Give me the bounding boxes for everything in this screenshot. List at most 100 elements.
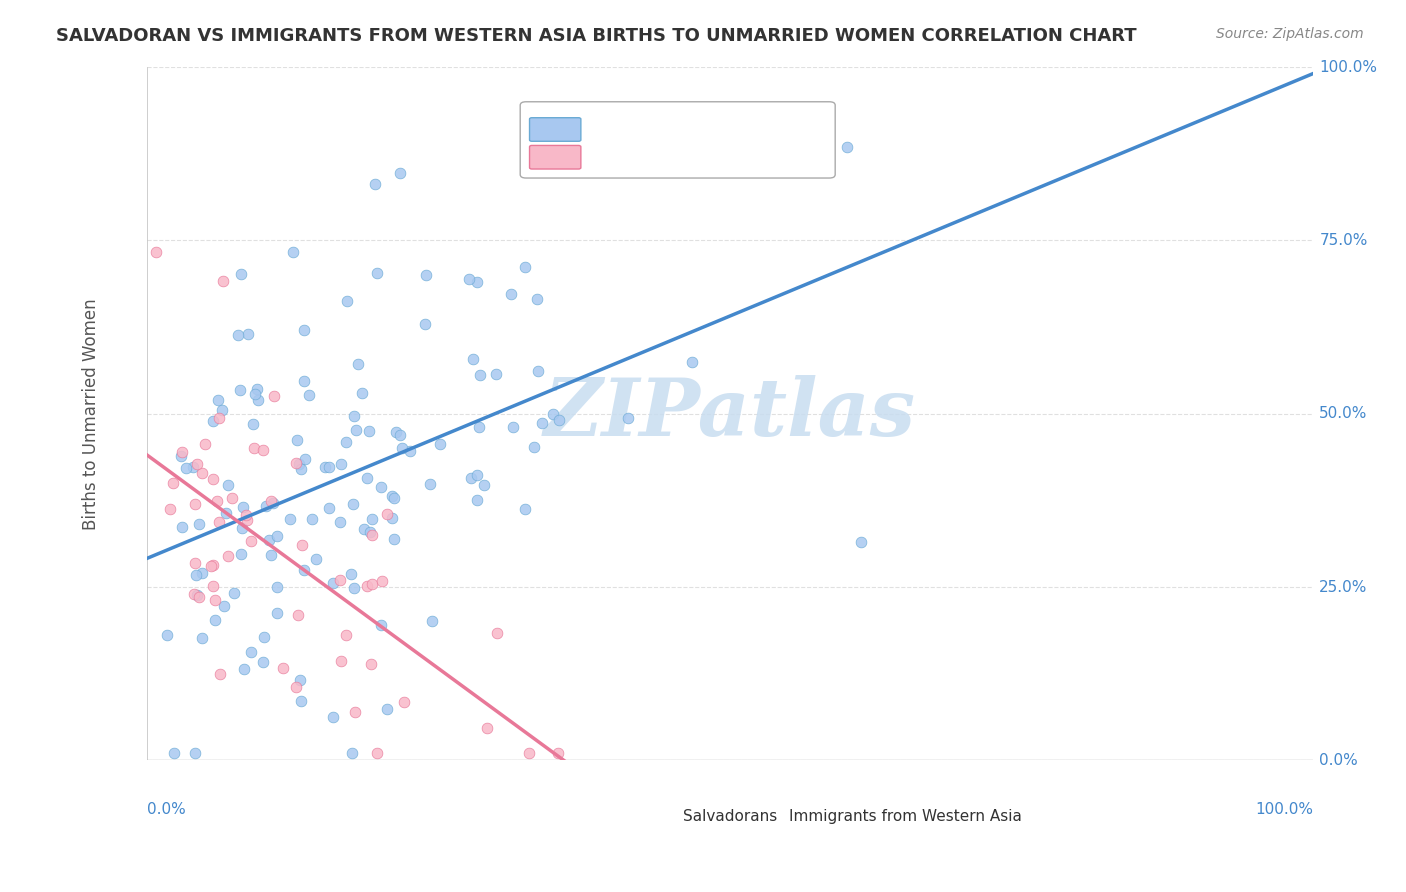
Point [364, 177, 387, 191]
Point [208, 515, 231, 529]
Point [246, 382, 269, 396]
Point [252, 442, 274, 457]
Point [314, 460, 336, 475]
Point [292, 374, 315, 388]
Point [301, 511, 323, 525]
Point [170, 449, 193, 463]
Text: 50.0%: 50.0% [1319, 406, 1368, 421]
Point [543, 407, 565, 421]
Point [360, 512, 382, 526]
Point [371, 574, 394, 588]
Point [359, 524, 381, 539]
Point [375, 702, 398, 716]
Text: SALVADORAN VS IMMIGRANTS FROM WESTERN ASIA BIRTHS TO UNMARRIED WOMEN CORRELATION: SALVADORAN VS IMMIGRANTS FROM WESTERN AS… [56, 27, 1137, 45]
Point [212, 599, 235, 613]
Point [470, 368, 492, 382]
Point [366, 266, 388, 280]
Point [191, 466, 214, 480]
Point [526, 293, 548, 307]
Point [184, 747, 207, 761]
Point [212, 274, 235, 288]
Point [370, 480, 392, 494]
Point [366, 747, 388, 761]
Point [221, 491, 243, 505]
Point [513, 260, 536, 274]
Point [485, 626, 508, 640]
Point [340, 566, 363, 581]
Point [463, 352, 485, 367]
FancyBboxPatch shape [530, 145, 581, 169]
Text: 100.0%: 100.0% [1256, 802, 1313, 817]
Point [413, 317, 436, 331]
Point [318, 460, 340, 475]
Point [260, 549, 283, 563]
Point [252, 631, 274, 645]
Point [156, 628, 179, 642]
Point [205, 493, 228, 508]
Point [263, 389, 285, 403]
Point [204, 613, 226, 627]
Point [353, 522, 375, 536]
Point [330, 457, 353, 471]
Point [350, 386, 373, 401]
Point [229, 547, 252, 561]
Point [522, 440, 544, 454]
Point [257, 533, 280, 547]
Point [384, 425, 406, 440]
Point [329, 515, 352, 529]
Point [517, 747, 540, 761]
Point [391, 442, 413, 456]
Point [191, 566, 214, 580]
Point [292, 563, 315, 577]
Point [472, 478, 495, 492]
Point [186, 588, 208, 602]
Point [356, 579, 378, 593]
Point [335, 434, 357, 449]
Text: 100.0%: 100.0% [1319, 60, 1378, 75]
Point [191, 631, 214, 645]
Point [475, 721, 498, 735]
Point [465, 493, 488, 508]
Point [266, 529, 288, 543]
Point [260, 494, 283, 508]
Text: ZIPatlas: ZIPatlas [544, 375, 917, 452]
Point [187, 516, 209, 531]
Point [181, 460, 204, 475]
Point [229, 383, 252, 397]
Point [527, 363, 550, 377]
Point [290, 461, 312, 475]
Point [222, 586, 245, 600]
Point [530, 416, 553, 430]
Point [235, 508, 257, 522]
Point [290, 694, 312, 708]
Point [389, 427, 412, 442]
Point [381, 511, 404, 525]
Point [329, 574, 352, 588]
Point [231, 267, 253, 281]
Point [252, 655, 274, 669]
Point [360, 657, 382, 672]
Point [392, 695, 415, 709]
Point [382, 532, 405, 546]
Point [322, 575, 344, 590]
Point [186, 457, 208, 471]
FancyBboxPatch shape [520, 102, 835, 178]
Point [266, 580, 288, 594]
Point [484, 368, 506, 382]
Point [361, 528, 384, 542]
Point [145, 245, 167, 260]
Point [231, 521, 253, 535]
Point [204, 593, 226, 607]
Point [233, 662, 256, 676]
Point [243, 387, 266, 401]
Point [382, 491, 405, 506]
Point [243, 441, 266, 455]
Text: 75.0%: 75.0% [1319, 233, 1368, 248]
Point [343, 706, 366, 720]
Point [679, 138, 702, 153]
FancyBboxPatch shape [634, 798, 668, 815]
Point [201, 414, 224, 428]
Point [467, 468, 489, 483]
Point [837, 140, 859, 154]
Point [513, 501, 536, 516]
